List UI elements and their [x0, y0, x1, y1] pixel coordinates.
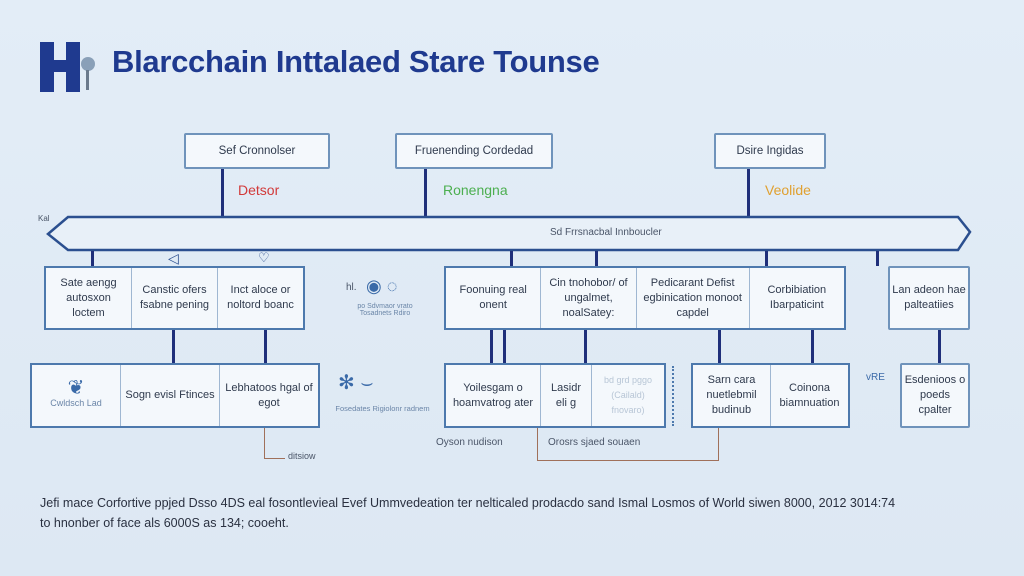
cell: Sate aengg autosxon loctem [46, 268, 132, 328]
note: ditsiow [288, 451, 316, 461]
cell: Coinona biamnuation [779, 381, 840, 409]
connector [510, 251, 513, 266]
cell: Pedicarant Defist egbinication monoot ca… [637, 268, 750, 328]
cell: Sogn evisl Ftinces [121, 365, 220, 426]
triangle-icon: ◁ [168, 250, 179, 266]
hand-icon: ♡ [258, 250, 270, 265]
connector [490, 330, 493, 363]
row3-middle2-group: Sarn cara nuetlebmil budinub Coinona bia… [691, 363, 850, 428]
tag-green: Ronengna [443, 182, 508, 198]
page-title: Blarcchain Inttalaed Stare Tounse [112, 44, 600, 79]
cell: Lebhatoos hgal of egot [225, 381, 313, 409]
cell: bd grd pggo (Cailald) fnovaro) [603, 375, 653, 415]
row3-middle-group: Yoilesgam o hoamvatrog ater Lasidr eli g… [444, 363, 666, 428]
connector [172, 330, 175, 363]
tag-red: Detsor [238, 182, 280, 198]
connector [718, 330, 721, 363]
logo-icon [40, 42, 95, 92]
connector [765, 251, 768, 266]
row2-left-group: Sate aengg autosxon loctem Canstic ofers… [44, 266, 305, 330]
connector [503, 330, 506, 363]
connector [595, 251, 598, 266]
note: Oyson nudison [436, 437, 503, 448]
connector [811, 330, 814, 363]
top-box-3: Dsire Ingidas [714, 133, 826, 169]
row2-icon-caption: po Sdvmaor vrato Tosadnets Rdiro [357, 303, 413, 317]
connector [221, 169, 224, 218]
icon-cell: ❦ Cwldsch Lad [32, 365, 121, 426]
top-box-1: Sef Cronnolser [184, 133, 330, 169]
connector [264, 330, 267, 363]
row3-right-tag: vRE [866, 372, 885, 383]
chain-icon: ◉ ◌ [366, 276, 398, 296]
cell: Foonuing real onent [446, 268, 542, 328]
bus-label: Sd Frrsnacbal Innboucler [550, 227, 662, 238]
row3-left-group: ❦ Cwldsch Lad Sogn evisl Ftinces Lebhatoo… [30, 363, 320, 428]
bus-bar [46, 215, 972, 252]
connector [424, 169, 427, 218]
row2-icon-tag: hl. [346, 282, 357, 293]
connector [584, 330, 587, 363]
icon-caption: Cwldsch Lad [50, 397, 102, 408]
footer-line-1: Jefi mace Corfortive ppjed Dsso 4DS eal … [40, 496, 896, 510]
globe-icon: ❦ [67, 376, 85, 399]
connector [938, 330, 941, 363]
connector [876, 251, 879, 266]
row2-right-box: Lan adeon hae palteatiies [888, 266, 970, 330]
cell: Yoilesgam o hoamvatrog ater [446, 365, 541, 426]
row2-middle-group: Foonuing real onent Cin tnohobor/ of ung… [444, 266, 846, 330]
note: Orosrs sjaed souaen [548, 437, 641, 448]
cell: Inct aloce or noltord boanc [227, 284, 294, 311]
row3-right-box: Esdenioos o poeds cpalter [900, 363, 970, 428]
connector [747, 169, 750, 218]
cell: Lasidr eli g [541, 365, 592, 426]
bus-left-tag: Kal [38, 214, 50, 223]
tag-orange: Veolide [765, 182, 811, 198]
bracket-line [264, 428, 285, 459]
footer-line-2: to hnonber of face als 6000S as 134; coo… [40, 516, 289, 530]
dotted-divider [672, 366, 674, 426]
cell: Sarn cara nuetlebmil budinub [693, 365, 771, 426]
cell: Corbibiation Ibarpaticint [767, 284, 827, 311]
cell: Cin tnohobor/ of ungalmet, noalSatey: [541, 268, 637, 328]
top-box-2: Fruenending Cordedad [395, 133, 553, 169]
connector [91, 251, 94, 266]
bracket-line [537, 428, 719, 461]
logo [40, 42, 98, 92]
row3-icon-caption: Fosedates Rigiolonr radnem [335, 404, 430, 413]
cell: Canstic ofers fsabne pening [132, 268, 218, 328]
gear-icon: ✻ ⌣ [338, 372, 374, 394]
